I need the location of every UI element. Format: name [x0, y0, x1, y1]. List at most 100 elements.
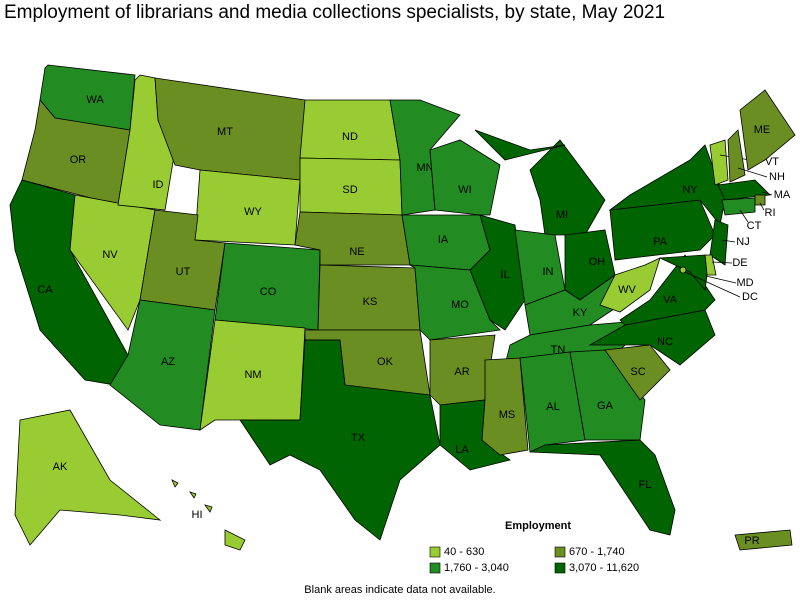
state: WI: [429, 139, 501, 216]
legend-title: Employment: [505, 520, 571, 532]
state: NM: [199, 319, 306, 431]
state-shape: [604, 344, 671, 401]
legend-label: 670 - 1,740: [569, 546, 625, 558]
leader-line: [721, 239, 736, 243]
state-shape: [481, 357, 529, 456]
state-shape: [569, 349, 646, 441]
legend-swatch: [554, 546, 566, 558]
leader-line: [761, 191, 773, 196]
state-label: CT: [747, 220, 762, 232]
state: NY: [608, 144, 726, 226]
state-label: WY: [244, 206, 262, 218]
state-label: OH: [589, 256, 606, 268]
state-label: MO: [451, 299, 469, 311]
state-label: MA: [774, 189, 791, 201]
state-label: NH: [769, 171, 785, 183]
state-shape: [519, 351, 586, 453]
state-label: NE: [349, 246, 364, 258]
leader-line: [711, 261, 733, 264]
state-shape: [609, 199, 716, 261]
state-label: MN: [416, 162, 433, 174]
state-label: NV: [102, 249, 118, 261]
state-shape: [224, 529, 246, 551]
state-label: UT: [176, 266, 191, 278]
state-shape: [171, 479, 179, 488]
state-label: WI: [458, 184, 471, 196]
state-label: NJ: [736, 236, 749, 248]
state-label: MS: [499, 409, 516, 421]
legend-swatch: [429, 562, 441, 574]
state-label: LA: [455, 444, 469, 456]
state-shape: [734, 529, 793, 551]
state-label: NY: [682, 184, 698, 196]
state: PA: [609, 199, 716, 261]
state-label: NM: [244, 369, 261, 381]
state-shape: [189, 491, 197, 499]
state: SC: [604, 344, 671, 401]
state: HI: [171, 479, 246, 551]
state: GA: [569, 349, 646, 441]
state: WY: [194, 169, 301, 246]
state: IA: [401, 214, 491, 271]
legend: 40 - 630 670 - 1,740 1,760 - 3,040 3,070 - …: [429, 546, 639, 574]
state: TX: [239, 339, 441, 541]
state: ME: [739, 89, 796, 171]
state: MS: [481, 357, 529, 456]
leader-line: [737, 167, 768, 178]
state-label: VT: [765, 156, 779, 168]
state: DE: [704, 254, 748, 276]
legend-label: 1,760 - 3,040: [444, 562, 509, 574]
state-shape: [679, 266, 687, 274]
state: NH: [727, 129, 785, 183]
state-label: ME: [754, 124, 771, 136]
state-label: MT: [217, 126, 233, 138]
state: AK: [14, 409, 162, 546]
state-label: MD: [736, 277, 753, 289]
state-label: CO: [260, 286, 277, 298]
state-label: OR: [70, 154, 87, 166]
states: WA OR CA NV ID MT WY UT CO AZ NM ND SD NE KS OK TX MN IA MO…: [9, 64, 796, 551]
state-shape: [709, 139, 729, 186]
state: PR: [734, 529, 793, 551]
map-title: Employment of librarians and media colle…: [4, 2, 665, 23]
state: OH: [564, 229, 616, 301]
state-label: PR: [744, 535, 759, 547]
state: CT: [721, 197, 762, 232]
leader-line: [739, 209, 749, 223]
state-shape: [709, 219, 729, 266]
leader-line: [759, 202, 765, 211]
state-shape: [474, 129, 566, 161]
footnote: Blank areas indicate data not available.: [304, 584, 495, 596]
state: NJ: [709, 219, 750, 266]
state-label: IN: [543, 266, 554, 278]
state-label: FL: [639, 479, 652, 491]
state: MN: [389, 99, 461, 216]
state: AZ: [109, 299, 216, 431]
state-label: NC: [657, 336, 673, 348]
state-shape: [204, 504, 213, 513]
legend-label: 3,070 - 11,620: [569, 562, 639, 574]
state: KS: [317, 264, 421, 331]
state-label: SD: [342, 184, 357, 196]
state: FL: [529, 439, 676, 536]
state: RI: [754, 194, 776, 219]
state-label: OK: [377, 356, 394, 368]
state-label: PA: [653, 236, 668, 248]
state-label: KY: [573, 307, 588, 319]
state-shape: [727, 129, 746, 183]
state-label: IA: [438, 234, 449, 246]
state-label: AL: [546, 401, 559, 413]
state-label: RI: [765, 207, 776, 219]
leader-line: [684, 271, 741, 298]
state-label: ID: [153, 179, 164, 191]
state-shape: [529, 439, 676, 536]
state: ND: [299, 99, 401, 161]
state-shape: [239, 339, 441, 541]
state-label: MI: [556, 209, 568, 221]
state-shape: [109, 299, 216, 431]
state-label: CA: [37, 284, 53, 296]
state-label: GA: [597, 400, 614, 412]
state-label: DC: [742, 291, 758, 303]
state: VT: [709, 139, 779, 186]
